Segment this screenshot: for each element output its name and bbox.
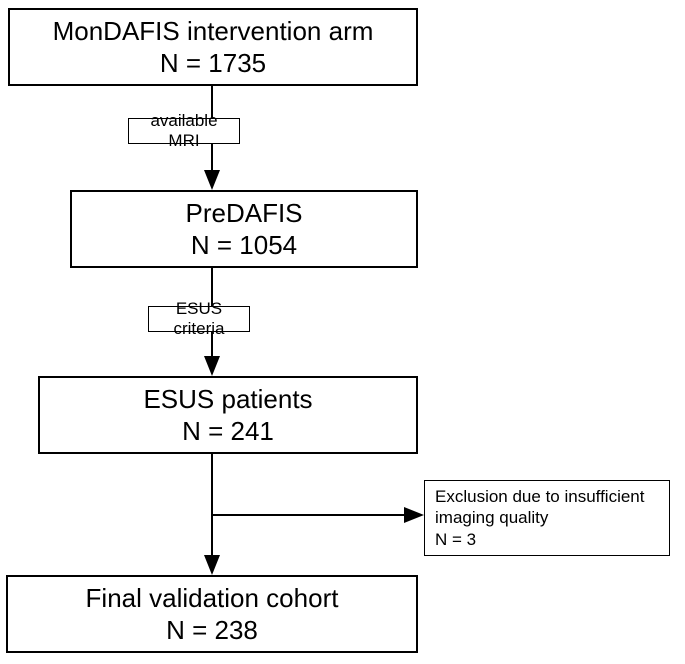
node-final-cohort: Final validation cohort N = 238	[6, 575, 418, 653]
node-mondafis: MonDAFIS intervention arm N = 1735	[8, 8, 418, 86]
node-mondafis-title: MonDAFIS intervention arm	[53, 15, 374, 48]
node-final-title: Final validation cohort	[86, 582, 339, 615]
node-exclusion: Exclusion due to insufficient imaging qu…	[424, 480, 670, 556]
node-esus-title: ESUS patients	[143, 383, 312, 416]
edge-label-esus-criteria: ESUS criteria	[148, 306, 250, 332]
node-predafis: PreDAFIS N = 1054	[70, 190, 418, 268]
node-esus: ESUS patients N = 241	[38, 376, 418, 454]
node-final-n: N = 238	[166, 614, 258, 647]
exclusion-line1: Exclusion due to insufficient	[435, 486, 644, 507]
edge-label-esus-text: ESUS criteria	[155, 299, 243, 339]
edge-label-mri-text: available MRI	[135, 111, 233, 151]
exclusion-line3: N = 3	[435, 529, 476, 550]
node-predafis-title: PreDAFIS	[185, 197, 302, 230]
node-esus-n: N = 241	[182, 415, 274, 448]
exclusion-line2: imaging quality	[435, 507, 548, 528]
flow-arrows	[0, 0, 685, 664]
edge-label-mri: available MRI	[128, 118, 240, 144]
node-mondafis-n: N = 1735	[160, 47, 266, 80]
node-predafis-n: N = 1054	[191, 229, 297, 262]
